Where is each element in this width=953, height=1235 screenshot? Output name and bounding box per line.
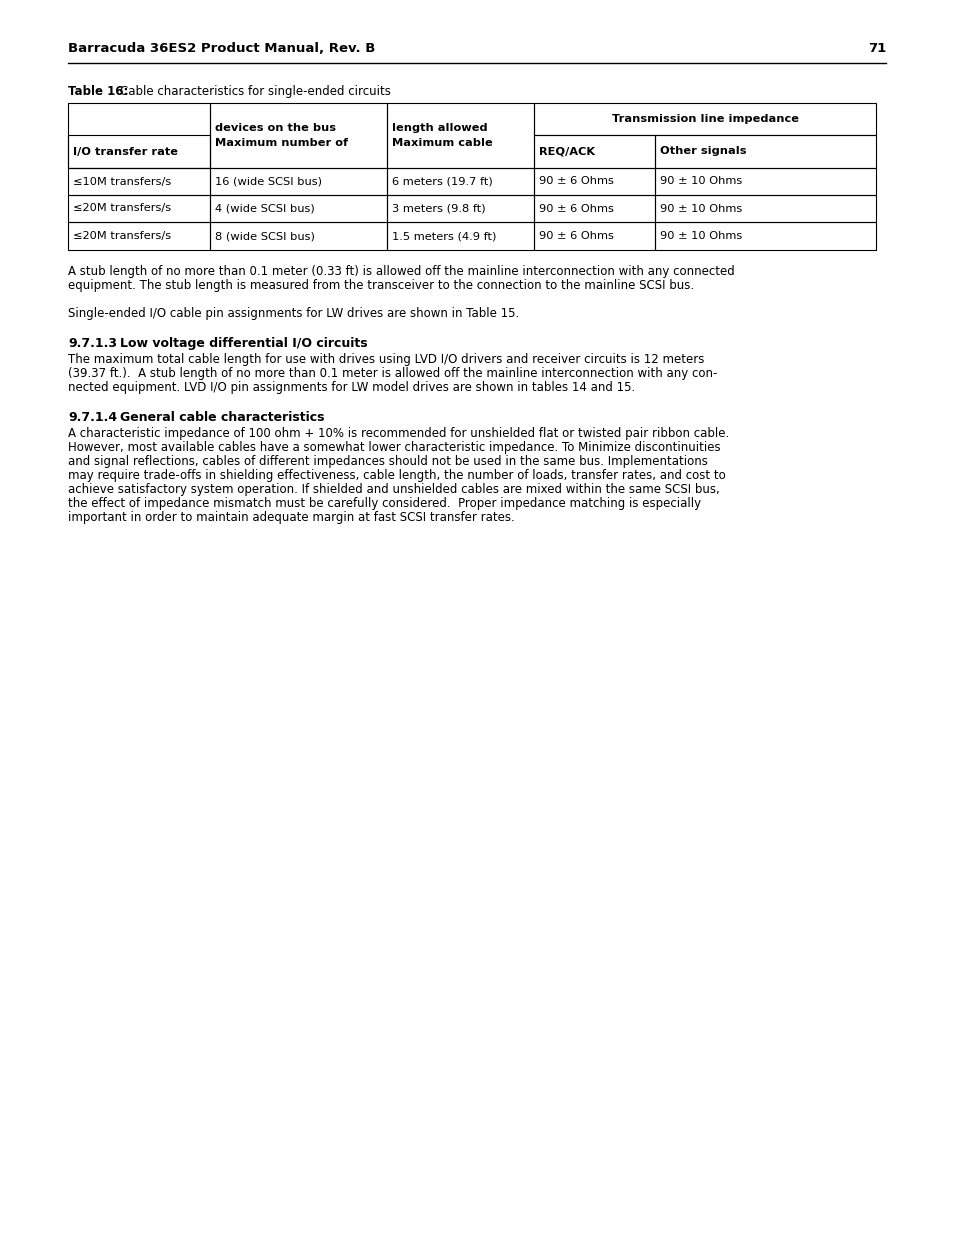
Bar [655, 195, 875, 222]
Text: 90 ± 6 Ohms: 90 ± 6 Ohms [538, 231, 613, 241]
Text: and signal reflections, cables of different impedances should not be used in the: and signal reflections, cables of differ… [68, 454, 707, 468]
Text: Cable characteristics for single-ended circuits: Cable characteristics for single-ended c… [120, 85, 391, 98]
Text: 9.7.1.3: 9.7.1.3 [68, 337, 117, 350]
Bar [68, 103, 210, 168]
Text: Single-ended I/O cable pin assignments for LW drives are shown in Table 15.: Single-ended I/O cable pin assignments f… [68, 308, 518, 320]
Text: Transmission line impedance: Transmission line impedance [611, 114, 798, 124]
Text: ≤10M transfers/s: ≤10M transfers/s [73, 177, 172, 186]
Text: (39.37 ft.).  A stub length of no more than 0.1 meter is allowed off the mainlin: (39.37 ft.). A stub length of no more th… [68, 367, 717, 380]
Bar [210, 103, 387, 168]
Text: 90 ± 10 Ohms: 90 ± 10 Ohms [659, 231, 741, 241]
Text: A characteristic impedance of 100 ohm + 10% is recommended for unshielded flat o: A characteristic impedance of 100 ohm + … [68, 427, 728, 440]
Text: 71: 71 [867, 42, 885, 56]
Text: 9.7.1.4: 9.7.1.4 [68, 411, 117, 424]
Bar [387, 222, 534, 249]
Text: Other signals: Other signals [659, 147, 745, 157]
Text: equipment. The stub length is measured from the transceiver to the connection to: equipment. The stub length is measured f… [68, 279, 694, 291]
Text: important in order to maintain adequate margin at fast SCSI transfer rates.: important in order to maintain adequate … [68, 511, 515, 524]
Text: Low voltage differential I/O circuits: Low voltage differential I/O circuits [120, 337, 367, 350]
Text: devices on the bus: devices on the bus [214, 124, 335, 133]
Text: 16 (wide SCSI bus): 16 (wide SCSI bus) [214, 177, 322, 186]
Text: may require trade-offs in shielding effectiveness, cable length, the number of l: may require trade-offs in shielding effe… [68, 469, 725, 482]
Text: Maximum number of: Maximum number of [214, 138, 348, 148]
Bar [655, 135, 875, 168]
Text: Maximum cable: Maximum cable [392, 138, 493, 148]
Bar [68, 135, 210, 168]
Text: length allowed: length allowed [392, 124, 487, 133]
Text: REQ/ACK: REQ/ACK [538, 147, 595, 157]
Text: Barracuda 36ES2 Product Manual, Rev. B: Barracuda 36ES2 Product Manual, Rev. B [68, 42, 375, 56]
Text: 3 meters (9.8 ft): 3 meters (9.8 ft) [392, 204, 485, 214]
Bar [655, 222, 875, 249]
Bar [387, 195, 534, 222]
Text: 4 (wide SCSI bus): 4 (wide SCSI bus) [214, 204, 314, 214]
Bar [655, 168, 875, 195]
Bar [534, 168, 655, 195]
Text: the effect of impedance mismatch must be carefully considered.  Proper impedance: the effect of impedance mismatch must be… [68, 496, 700, 510]
Bar [534, 222, 655, 249]
Bar [68, 222, 210, 249]
Bar [534, 195, 655, 222]
Text: However, most available cables have a somewhat lower characteristic impedance. T: However, most available cables have a so… [68, 441, 720, 454]
Text: General cable characteristics: General cable characteristics [120, 411, 324, 424]
Text: 8 (wide SCSI bus): 8 (wide SCSI bus) [214, 231, 314, 241]
Text: 90 ± 6 Ohms: 90 ± 6 Ohms [538, 204, 613, 214]
Text: ≤20M transfers/s: ≤20M transfers/s [73, 231, 171, 241]
Bar [387, 103, 534, 168]
Text: A stub length of no more than 0.1 meter (0.33 ft) is allowed off the mainline in: A stub length of no more than 0.1 meter … [68, 266, 734, 278]
Text: 6 meters (19.7 ft): 6 meters (19.7 ft) [392, 177, 493, 186]
Bar [210, 222, 387, 249]
Bar [534, 103, 875, 135]
Text: 90 ± 10 Ohms: 90 ± 10 Ohms [659, 204, 741, 214]
Text: Table 16:: Table 16: [68, 85, 129, 98]
Bar [68, 195, 210, 222]
Text: 90 ± 6 Ohms: 90 ± 6 Ohms [538, 177, 613, 186]
Text: nected equipment. LVD I/O pin assignments for LW model drives are shown in table: nected equipment. LVD I/O pin assignment… [68, 382, 635, 394]
Text: ≤20M transfers/s: ≤20M transfers/s [73, 204, 171, 214]
Bar [68, 168, 210, 195]
Bar [387, 168, 534, 195]
Text: 90 ± 10 Ohms: 90 ± 10 Ohms [659, 177, 741, 186]
Bar [210, 195, 387, 222]
Text: 1.5 meters (4.9 ft): 1.5 meters (4.9 ft) [392, 231, 496, 241]
Text: achieve satisfactory system operation. If shielded and unshielded cables are mix: achieve satisfactory system operation. I… [68, 483, 719, 496]
Bar [534, 135, 655, 168]
Text: The maximum total cable length for use with drives using LVD I/O drivers and rec: The maximum total cable length for use w… [68, 353, 703, 366]
Text: I/O transfer rate: I/O transfer rate [73, 147, 178, 157]
Bar [210, 168, 387, 195]
